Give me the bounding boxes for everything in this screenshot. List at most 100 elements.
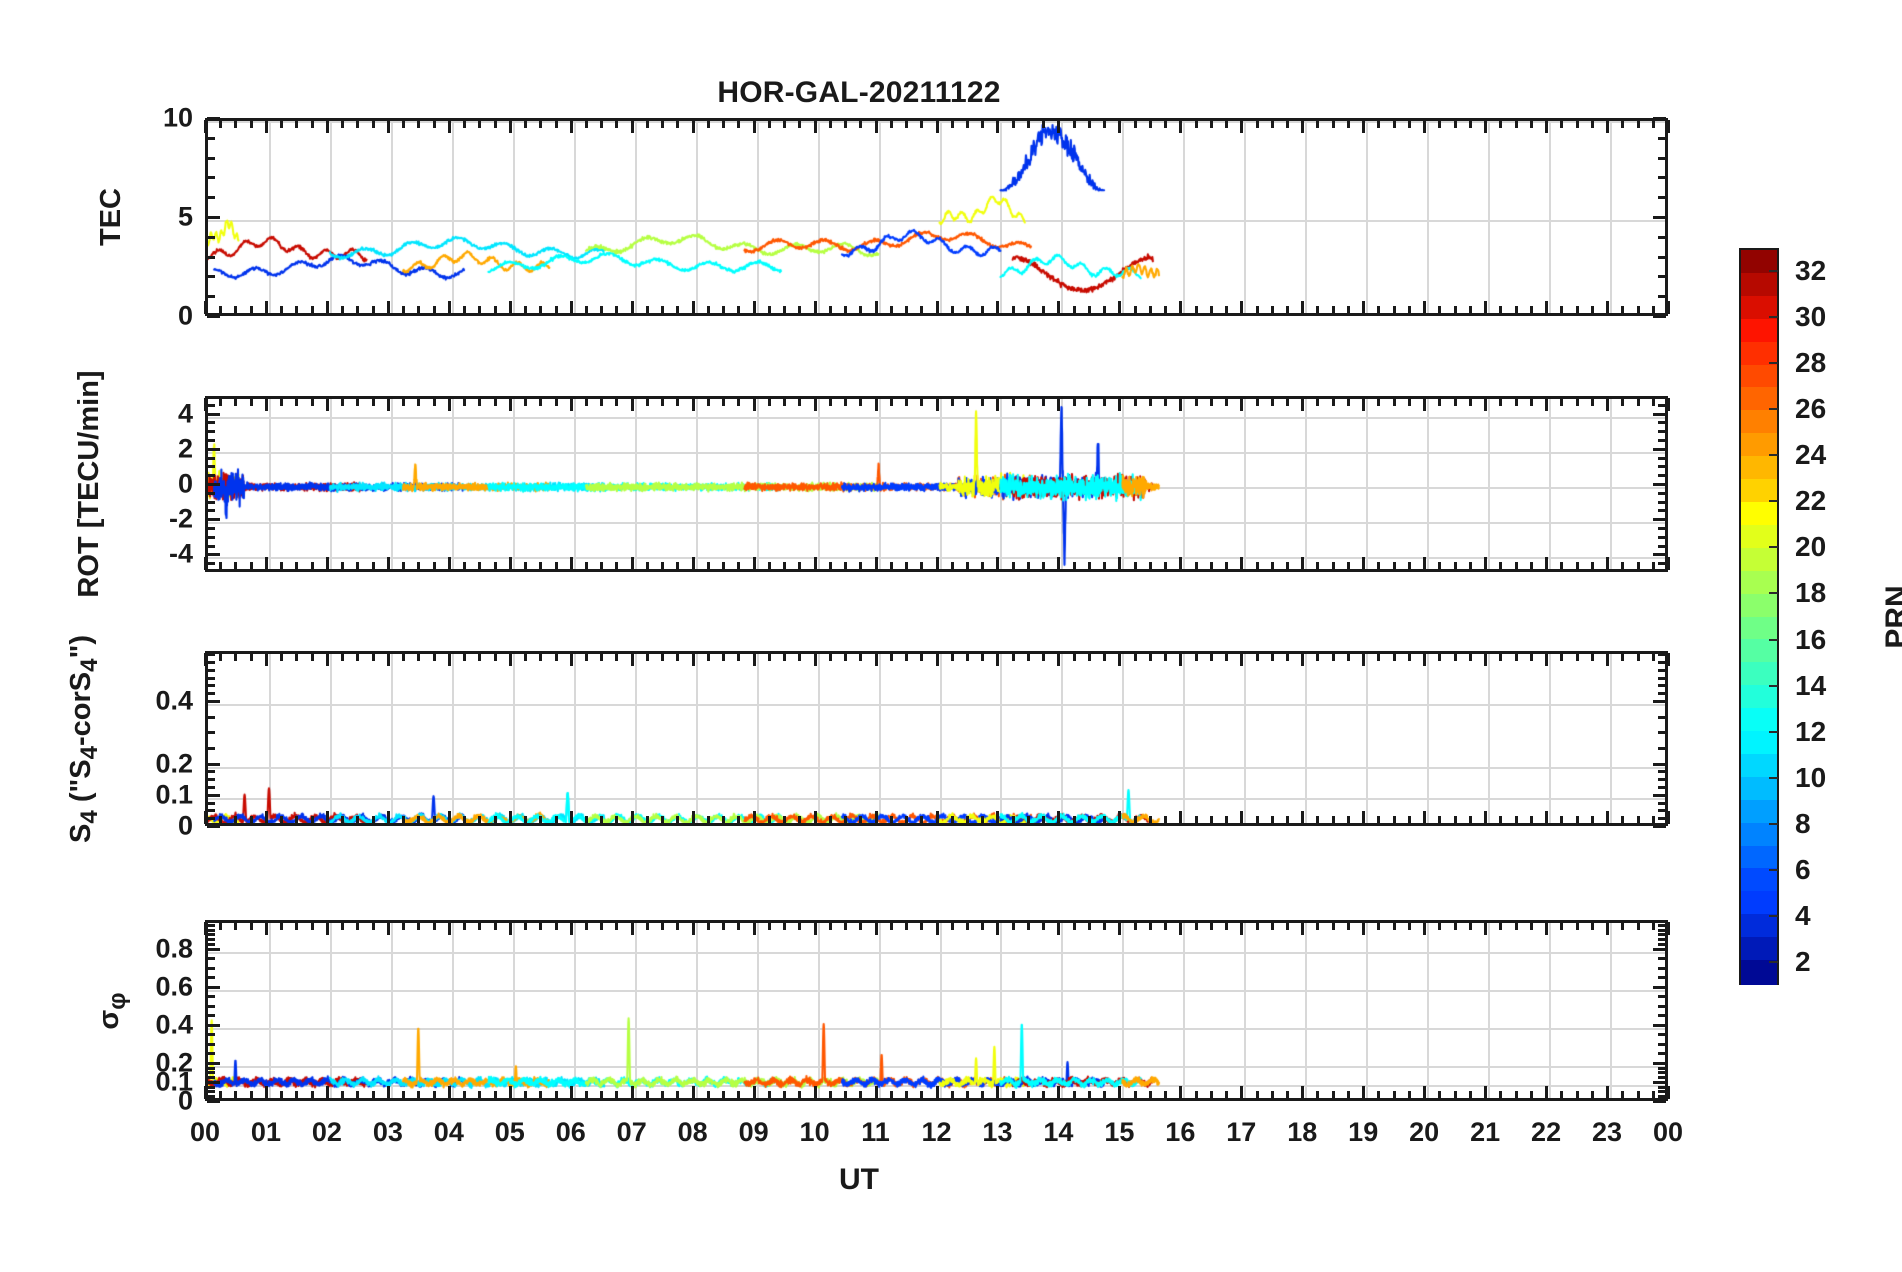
x-tick <box>1225 922 1229 930</box>
x-tick <box>295 562 299 570</box>
y-tick <box>1658 421 1666 425</box>
x-tick <box>264 398 268 411</box>
x-tick <box>828 653 832 661</box>
colorbar-segment <box>1741 501 1777 527</box>
colorbar-segment <box>1741 547 1777 573</box>
x-tick <box>905 120 909 128</box>
x-tick <box>478 120 482 128</box>
x-tick <box>1331 562 1335 570</box>
x-tick <box>280 653 284 661</box>
colorbar-tick-label: 32 <box>1795 255 1827 287</box>
x-tick <box>1072 120 1076 128</box>
y-tick-label-sigphi: 0.1 <box>155 1066 193 1097</box>
x-tick <box>965 398 969 406</box>
x-tick <box>1270 306 1274 314</box>
x-tick <box>554 922 558 930</box>
x-tick <box>691 120 695 133</box>
x-tick <box>1179 398 1183 411</box>
x-tick <box>1392 922 1396 930</box>
x-tick <box>402 398 406 406</box>
y-tick <box>207 527 215 530</box>
colorbar-tick <box>1769 638 1778 641</box>
y-tick <box>1658 731 1666 735</box>
x-tick <box>920 562 924 570</box>
x-tick <box>935 653 939 666</box>
x-tick <box>1423 557 1427 570</box>
x-tick <box>1667 557 1670 570</box>
x-tick <box>1468 120 1472 128</box>
x-tick <box>798 120 802 128</box>
x-tick <box>920 120 924 128</box>
x-tick <box>325 922 329 935</box>
x-tick <box>219 816 223 824</box>
y-tick <box>1658 957 1666 961</box>
x-tick <box>1286 922 1289 930</box>
x-tick <box>965 120 969 128</box>
x-tick <box>1560 1091 1564 1099</box>
x-tick <box>1651 562 1655 570</box>
x-tick <box>828 816 832 824</box>
x-tick <box>432 1091 436 1099</box>
x-tick <box>1179 557 1183 570</box>
x-tick <box>1529 562 1533 570</box>
x-tick <box>1026 398 1030 406</box>
x-tick <box>1042 120 1046 128</box>
x-tick <box>447 811 451 824</box>
x-tick-label: 19 <box>1348 1117 1379 1147</box>
x-tick <box>204 653 207 666</box>
x-tick <box>813 120 817 133</box>
x-tick <box>463 562 467 570</box>
x-tick <box>584 816 588 824</box>
x-tick <box>645 1091 649 1099</box>
x-tick <box>402 653 406 661</box>
x-tick-label: 04 <box>433 1117 464 1147</box>
y-tick <box>1658 1066 1666 1070</box>
x-tick <box>1667 922 1670 935</box>
x-tick <box>569 120 573 133</box>
x-tick <box>1499 120 1503 128</box>
x-tick <box>554 306 558 314</box>
x-tick <box>676 922 680 930</box>
x-tick <box>1209 120 1213 128</box>
x-tick <box>1042 398 1046 406</box>
x-tick <box>295 922 299 930</box>
x-tick <box>996 922 1000 935</box>
x-tick <box>722 922 726 930</box>
x-tick <box>1057 557 1061 570</box>
x-tick <box>432 120 436 128</box>
colorbar-segment <box>1741 570 1777 596</box>
x-tick <box>1255 120 1259 128</box>
x-tick <box>1316 922 1320 930</box>
x-tick <box>325 301 329 314</box>
x-tick <box>1575 922 1579 930</box>
x-tick <box>325 811 329 824</box>
x-tick <box>402 562 406 570</box>
x-tick <box>234 562 238 570</box>
y-tick <box>207 196 215 200</box>
x-tick <box>539 120 543 128</box>
x-tick <box>310 1091 314 1099</box>
x-tick <box>584 562 588 570</box>
y-tick <box>1658 136 1666 140</box>
x-tick <box>874 811 878 824</box>
x-tick <box>463 653 467 661</box>
x-tick <box>1164 562 1168 570</box>
x-tick <box>539 562 543 570</box>
x-tick <box>356 653 360 661</box>
x-tick <box>1651 1091 1655 1099</box>
x-tick <box>1148 922 1152 930</box>
x-tick <box>1377 816 1381 824</box>
y-tick <box>1658 456 1666 460</box>
x-tick <box>1514 1091 1518 1099</box>
x-tick <box>965 816 969 824</box>
x-tick <box>524 306 528 314</box>
x-tick-label: 01 <box>250 1117 281 1147</box>
x-tick <box>1164 398 1168 406</box>
x-tick <box>204 811 207 824</box>
x-tick <box>844 653 848 661</box>
y-tick <box>1653 447 1666 451</box>
x-tick <box>219 653 223 661</box>
x-tick-label: 22 <box>1531 1117 1562 1147</box>
x-tick <box>1453 120 1457 128</box>
colorbar-tick <box>1769 270 1778 273</box>
